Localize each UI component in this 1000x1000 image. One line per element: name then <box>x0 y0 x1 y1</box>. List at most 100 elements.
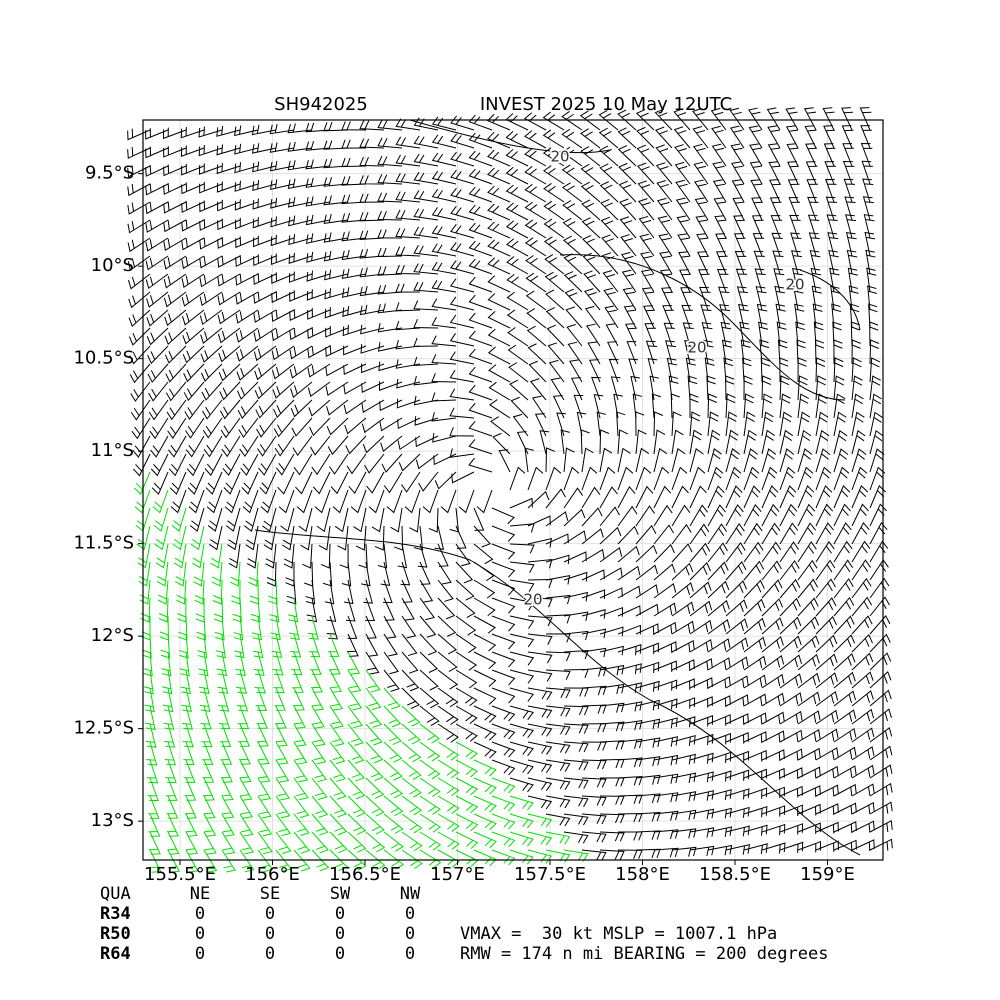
wind-barb <box>833 615 855 635</box>
wind-barb <box>323 213 349 225</box>
wind-barb <box>823 143 836 167</box>
wind-barb <box>761 522 781 545</box>
wind-barb <box>545 307 565 329</box>
wind-barb <box>580 128 601 149</box>
wind-barb <box>145 165 169 177</box>
wind-barb <box>128 309 151 328</box>
wind-barb <box>395 209 421 221</box>
wind-barb <box>216 125 241 137</box>
wind-barb <box>190 525 205 551</box>
wind-barb <box>815 634 838 653</box>
wind-barb <box>505 148 529 167</box>
wind-barb <box>598 127 619 149</box>
wind-barb <box>545 488 566 509</box>
wind-barb <box>238 723 251 747</box>
wind-barb <box>811 285 822 311</box>
wind-barb <box>599 664 625 676</box>
table-cell: 0 <box>335 904 345 924</box>
wind-barb <box>851 375 863 401</box>
wind-barb <box>133 471 151 495</box>
wind-barb <box>234 633 245 659</box>
wind-barb <box>347 831 367 853</box>
wind-barb <box>677 233 691 257</box>
wind-barb <box>506 291 529 311</box>
wind-barb <box>162 687 174 713</box>
wind-barb <box>797 691 821 707</box>
wind-barb <box>359 248 385 259</box>
wind-barb <box>434 525 445 550</box>
wind-barb <box>560 429 570 455</box>
wind-barb <box>330 471 349 495</box>
wind-barb <box>431 280 457 293</box>
wind-barb <box>455 669 478 689</box>
wind-barb <box>689 447 704 473</box>
wind-barb <box>419 759 441 780</box>
wind-barb <box>272 651 284 676</box>
wind-barb <box>383 813 404 834</box>
wind-barb <box>618 162 637 185</box>
wind-barb <box>706 375 716 401</box>
wind-barb <box>635 524 657 545</box>
wind-barb <box>671 601 695 617</box>
wind-barb <box>869 838 893 851</box>
wind-barb <box>127 147 151 159</box>
wind-barb <box>305 579 316 605</box>
wind-barb <box>748 125 763 149</box>
wind-barb <box>253 309 277 323</box>
wind-barb <box>145 201 169 215</box>
wind-barb <box>359 304 385 316</box>
wind-barb <box>455 777 479 796</box>
wind-barb <box>754 268 766 293</box>
wind-barb <box>150 453 169 477</box>
wind-barb <box>509 597 535 611</box>
wind-barb <box>761 786 785 799</box>
wind-barb <box>413 190 439 203</box>
wind-barb <box>329 849 349 871</box>
wind-barb <box>487 257 511 275</box>
wind-barb <box>751 215 764 239</box>
wind-barb <box>396 378 421 389</box>
wind-barb <box>674 144 691 167</box>
wind-barb <box>401 741 422 763</box>
wind-barb <box>239 849 255 873</box>
wind-barb <box>306 270 331 282</box>
wind-barb <box>734 251 747 275</box>
y-tick-label: 10.5°S <box>73 348 134 369</box>
wind-barb <box>785 107 799 131</box>
wind-barb <box>599 795 625 805</box>
wind-barb <box>707 807 732 819</box>
wind-barb <box>776 321 787 347</box>
wind-barb <box>203 795 216 819</box>
wind-barb <box>258 453 277 476</box>
wind-barb <box>397 417 421 430</box>
wind-barb <box>581 217 601 239</box>
wind-barb <box>206 489 223 514</box>
wind-barb <box>365 723 383 746</box>
wind-barb <box>694 179 709 203</box>
wind-barb <box>581 447 594 473</box>
wind-barb <box>413 395 439 406</box>
wind-barb <box>671 485 689 509</box>
wind-barb <box>743 731 767 744</box>
wind-barb <box>239 759 252 783</box>
wind-barb <box>869 708 892 725</box>
wind-barb <box>743 617 766 635</box>
wind-barb <box>505 184 529 203</box>
wind-barb <box>581 831 607 843</box>
wind-barb <box>653 602 677 617</box>
wind-barb <box>730 143 745 167</box>
wind-barb <box>527 705 553 719</box>
wind-barb <box>671 791 697 802</box>
wind-barb <box>605 323 619 347</box>
wind-barb <box>790 232 802 257</box>
wind-barb <box>675 179 691 203</box>
chart-subtitle: INVEST 2025 10 May 12UTC <box>480 94 732 115</box>
wind-barb <box>377 119 403 131</box>
wind-barb <box>290 399 313 418</box>
wind-barb <box>779 578 801 599</box>
chart-title: SH942025 <box>274 94 368 115</box>
wind-barb <box>725 656 749 671</box>
wind-barb <box>137 543 151 569</box>
table-header: QUA <box>100 884 131 904</box>
wind-barb <box>599 506 620 527</box>
